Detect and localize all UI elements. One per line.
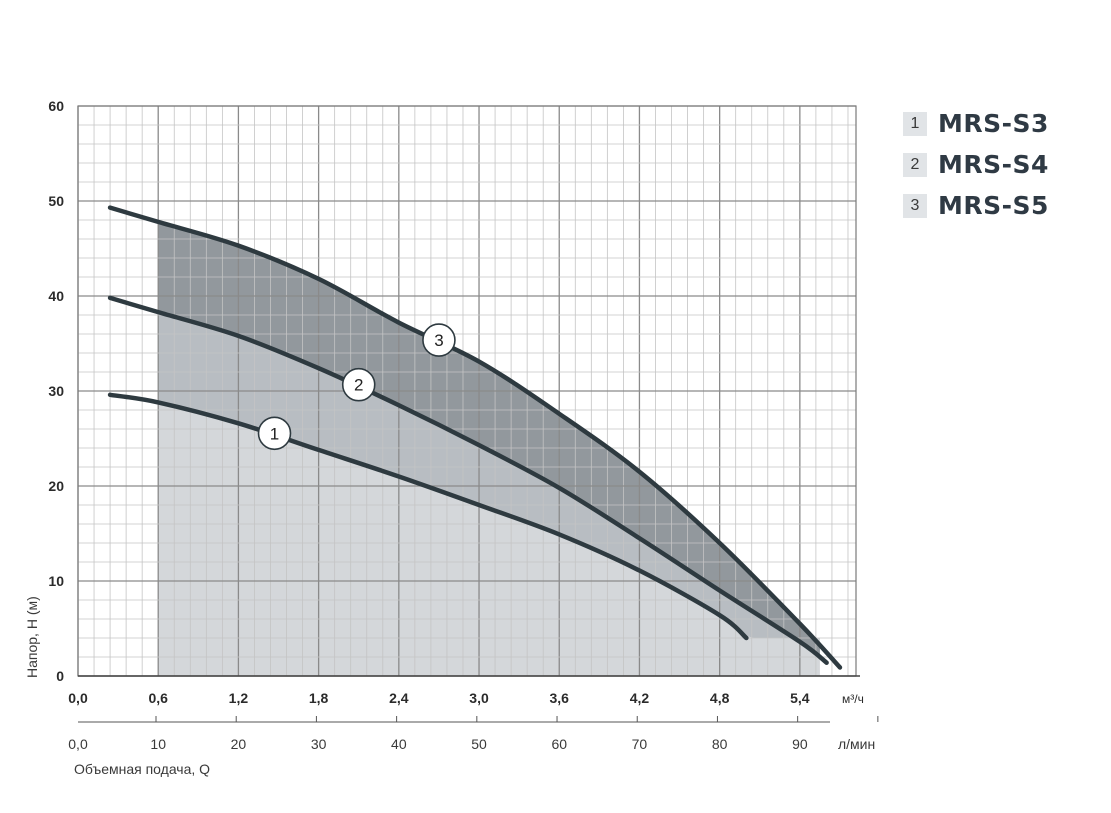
band-3 [158, 221, 820, 658]
band-2 [158, 312, 820, 638]
x2-tick-labels: 0,0 10 20 30 40 50 60 70 80 90 [68, 736, 808, 752]
x2-tick-label: 70 [632, 736, 648, 752]
curve-mrs-s3 [107, 392, 749, 641]
y-tick-label: 40 [48, 288, 64, 304]
x-tick-label: 3,6 [550, 690, 570, 706]
x2-tick-label: 60 [551, 736, 567, 752]
x-tick-label: 4,8 [710, 690, 730, 706]
curve-marker-1 [257, 416, 292, 451]
y-tick-label: 0 [56, 668, 64, 684]
legend-label-3: MRS-S5 [938, 191, 1049, 220]
legend-number-2: 2 [903, 152, 927, 177]
legend-label-1: MRS-S3 [938, 109, 1049, 138]
curve-marker-3 [422, 323, 456, 357]
curves [107, 205, 843, 670]
x2-tick-label: 30 [311, 736, 327, 752]
x-tick-label: 0,6 [148, 690, 168, 706]
y-tick-label: 30 [48, 383, 64, 399]
legend-number-3: 3 [903, 193, 927, 218]
y-axis-title: Напор, H (м) [24, 596, 40, 678]
x2-tick-label: 50 [471, 736, 487, 752]
y-tick-label: 60 [48, 98, 64, 114]
x2-tick-label: 10 [150, 736, 166, 752]
x2-unit-label: л/мин [838, 736, 875, 752]
x-tick-label: 2,4 [389, 690, 409, 706]
x-axis-title: Объемная подача, Q [74, 761, 210, 777]
y-tick-label: 20 [48, 478, 64, 494]
legend-item-2: 2 MRS-S4 [903, 144, 1049, 185]
x2-tick-label: 90 [792, 736, 808, 752]
legend-item-1: 1 MRS-S3 [903, 103, 1049, 144]
x-tick-label: 4,2 [630, 690, 650, 706]
axes [77, 105, 879, 723]
curve-mrs-s4 [107, 295, 829, 665]
curve-marker-2 [341, 367, 376, 402]
x2-tick-label: 80 [712, 736, 728, 752]
x-tick-label: 0,0 [68, 690, 88, 706]
x-tick-label: 5,4 [790, 690, 810, 706]
curve-marker-label-2: 2 [354, 376, 363, 395]
x2-tick-label: 20 [231, 736, 247, 752]
x-tick-label: 3,0 [469, 690, 489, 706]
curve-marker-label-3: 3 [434, 331, 443, 350]
legend-number-1: 1 [903, 111, 927, 136]
legend: 1 MRS-S3 2 MRS-S4 3 MRS-S5 [903, 103, 1049, 226]
x-unit-label: м³/ч [842, 692, 864, 706]
curve-marker-label-1: 1 [270, 424, 279, 443]
x2-tick-label: 40 [391, 736, 407, 752]
y-tick-label: 50 [48, 193, 64, 209]
x2-tick-label: 0,0 [68, 736, 88, 752]
x-tick-label: 1,8 [309, 690, 329, 706]
x-tick-labels: 0,0 0,6 1,2 1,8 2,4 3,0 3,6 4,2 4,8 5,4 [68, 690, 810, 706]
legend-item-3: 3 MRS-S5 [903, 185, 1049, 226]
legend-label-2: MRS-S4 [938, 150, 1049, 179]
y-tick-label: 10 [48, 573, 64, 589]
shaded-bands [158, 221, 820, 676]
y-tick-labels: 0 10 20 30 40 50 60 [48, 98, 64, 684]
grid [77, 105, 856, 677]
band-1 [158, 402, 820, 676]
curve-mrs-s5 [107, 205, 843, 670]
x-tick-label: 1,2 [229, 690, 249, 706]
curve-markers: 1 2 3 [257, 323, 456, 451]
